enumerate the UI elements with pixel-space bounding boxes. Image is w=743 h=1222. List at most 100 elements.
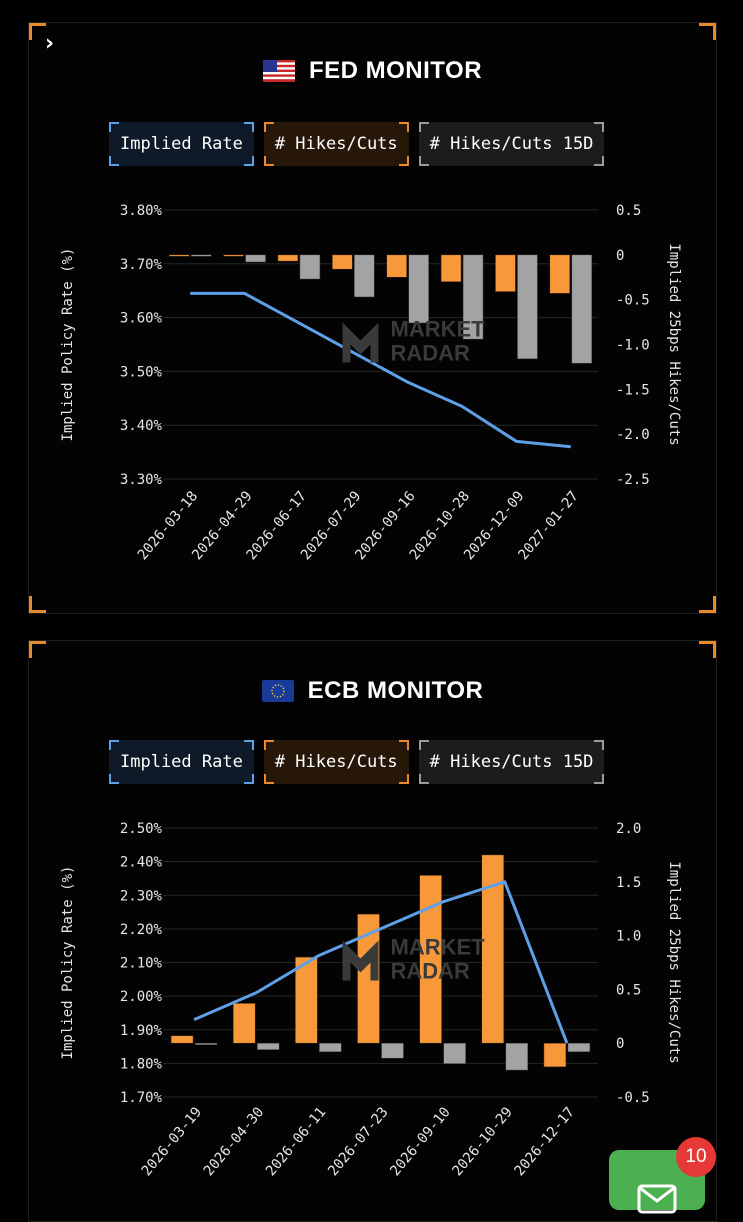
x-tick-label: 2026-09-10 [387,1104,453,1179]
legend-label: # Hikes/Cuts [274,134,398,154]
y-tick-label: 1.80% [120,1056,163,1072]
hikes-cuts-bar [332,254,353,270]
x-tick-label: 2026-06-11 [263,1104,329,1179]
hikes-cuts-15d-bar [245,254,266,263]
legend-label: # Hikes/Cuts [274,752,398,772]
hikes-cuts-bar [170,1035,194,1044]
hikes-cuts-15d-bar [567,1042,591,1053]
legend-hikes-cuts-15d[interactable]: # Hikes/Cuts 15D [418,122,605,166]
y2-tick-label: 2.0 [616,821,641,837]
hikes-cuts-15d-bar [443,1042,466,1064]
hikes-cuts-bar [232,1003,256,1044]
hikes-cuts-bar [543,1042,567,1068]
fed-chart: 3.80% 3.70% 3.60% 3.50% 3.40% 3.30% 0.5 0 -0.5 -1… [60,203,682,563]
y-axis-title: Implied Policy Rate (%) [60,248,76,442]
hikes-cuts-15d-bar [517,254,538,360]
legend-hikes-cuts-15d[interactable]: # Hikes/Cuts 15D [418,740,605,784]
hikes-cuts-bar [440,254,462,282]
y2-tick-label: -0.5 [616,1090,650,1106]
watermark-text: RADAR [391,959,471,984]
hikes-cuts-15d-bar [256,1042,280,1050]
panel-title: ECB MONITOR [307,677,484,704]
y-tick-label: 1.70% [120,1090,163,1106]
y-tick-label: 3.80% [120,203,163,219]
watermark-logo-icon [342,322,379,363]
corner-bracket [699,23,716,40]
x-tick-label: 2026-12-17 [512,1104,578,1179]
y-tick-label: 2.10% [120,956,163,972]
y-tick-label: 2.20% [120,922,163,938]
envelope-icon [637,1184,677,1214]
x-tick-label: 2026-04-30 [201,1104,267,1179]
eu-flag-icon [261,680,294,702]
legend-implied-rate[interactable]: Implied Rate [109,740,254,784]
y2-tick-label: -1.0 [616,338,650,354]
y-tick-label: 2.30% [120,888,163,904]
legend-implied-rate[interactable]: Implied Rate [109,122,254,166]
y-tick-label: 2.50% [120,821,163,837]
y-tick-label: 2.00% [120,989,163,1005]
y2-tick-label: -1.5 [616,382,650,398]
watermark-text: RADAR [391,341,471,366]
hikes-cuts-bar [419,875,442,1044]
y2-tick-label: -2.5 [616,472,650,488]
hikes-cuts-bar [495,254,516,292]
hikes-cuts-15d-bar [505,1042,529,1071]
implied-rate-line [190,291,571,449]
y2-tick-label: -0.5 [616,293,650,309]
legend-hikes-cuts[interactable]: # Hikes/Cuts [263,740,409,784]
fed-monitor-panel: › FED MONITOR Implied Rate # Hikes/Cuts … [28,22,717,614]
watermark-text: MARKET [391,935,486,960]
legend-hikes-cuts[interactable]: # Hikes/Cuts [263,122,409,166]
notification-badge: 10 [676,1137,716,1177]
corner-bracket [699,641,716,658]
hikes-cuts-15d-bar [408,254,429,324]
x-tick-label: 2026-03-19 [139,1104,205,1179]
y2-axis-title: Implied 25bps Hikes/Cuts [666,243,682,445]
y2-tick-label: 1.5 [616,875,641,891]
hikes-cuts-bar [386,254,407,278]
y-tick-label: 1.90% [120,1023,163,1039]
y2-tick-label: 1.0 [616,929,641,945]
y2-tick-label: 0 [616,248,624,264]
corner-bracket [29,596,46,613]
hikes-cuts-bar [481,854,505,1044]
y-tick-label: 3.50% [120,364,163,380]
watermark-text: MARKET [391,317,486,342]
y-tick-label: 2.40% [120,855,163,871]
legend-label: # Hikes/Cuts 15D [429,752,594,772]
hikes-cuts-15d-bar [299,254,321,280]
hikes-cuts-bar [277,254,299,262]
chart-legend: Implied Rate # Hikes/Cuts # Hikes/Cuts 1… [109,122,605,166]
hikes-cuts-bar [295,956,318,1044]
x-tick-label: 2026-07-23 [325,1104,391,1179]
y-axis-title: Implied Policy Rate (%) [60,866,76,1060]
y-tick-label: 3.60% [120,311,163,327]
corner-bracket [29,641,46,658]
y2-tick-label: 0.5 [616,203,641,219]
implied-rate-line [193,880,569,1044]
chart-legend: Implied Rate # Hikes/Cuts # Hikes/Cuts 1… [109,740,605,784]
y-tick-label: 3.30% [120,472,163,488]
y2-axis-title: Implied 25bps Hikes/Cuts [666,861,682,1063]
hikes-cuts-15d-bar [354,254,375,298]
panel-title: FED MONITOR [308,57,483,84]
hikes-cuts-15d-bar [190,254,212,257]
x-tick-label: 2026-10-29 [449,1104,515,1179]
hikes-cuts-bar [549,254,571,294]
hikes-cuts-15d-bar [194,1042,218,1045]
corner-bracket [29,23,46,40]
y2-tick-label: 0.5 [616,982,641,998]
hikes-cuts-bar [168,254,190,257]
y2-tick-label: -2.0 [616,427,650,443]
hikes-cuts-bar [223,254,244,257]
legend-label: # Hikes/Cuts 15D [429,134,594,154]
watermark-logo-icon [342,940,379,981]
expand-chevron-icon[interactable]: › [45,31,55,56]
ecb-chart: 2.50% 2.40% 2.30% 2.20% 2.10% 2.00% 1.90% 1.80%… [60,821,682,1179]
hikes-cuts-15d-bar [319,1042,342,1053]
y-tick-label: 3.40% [120,418,163,434]
hikes-cuts-15d-bar [462,254,484,340]
hikes-cuts-15d-bar [571,254,593,364]
